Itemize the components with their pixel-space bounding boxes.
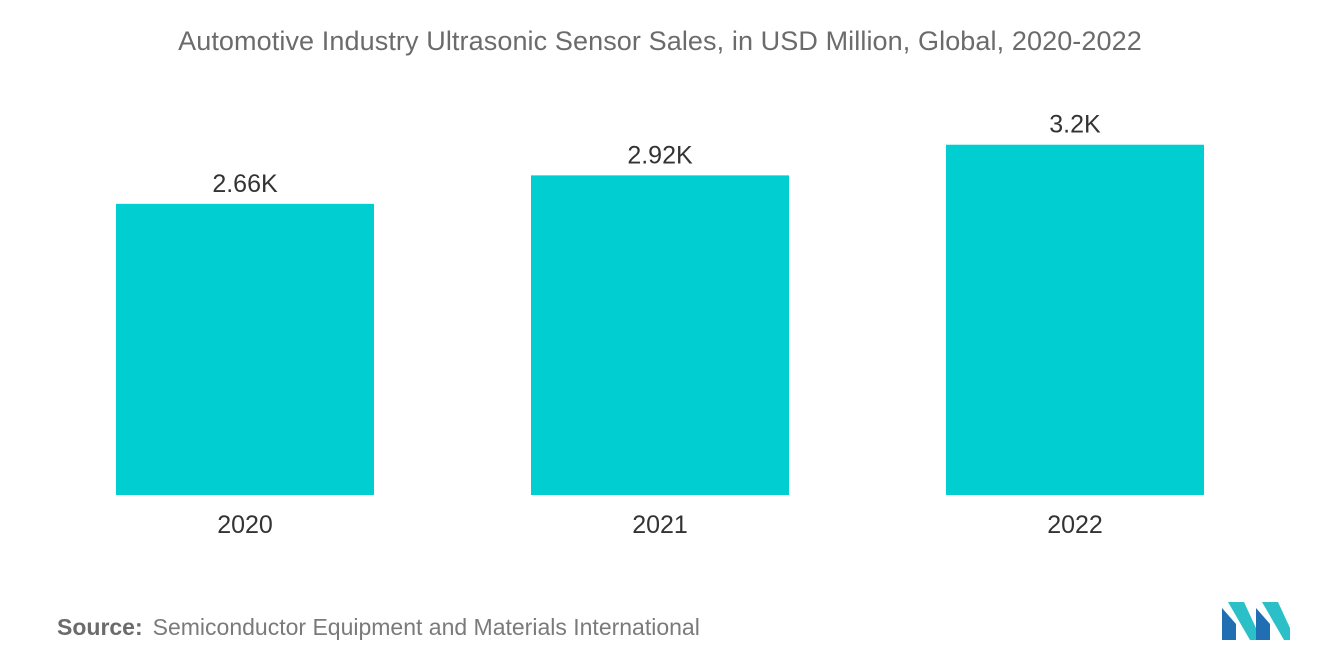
bar-2022: [946, 144, 1204, 495]
data-label-2021: 2.92K: [627, 141, 693, 169]
source-label: Source:: [57, 614, 143, 640]
logo-shape-mid-left: [1228, 602, 1256, 640]
source-text: Semiconductor Equipment and Materials In…: [152, 614, 700, 640]
logo-shape-mid-right: [1256, 608, 1270, 640]
data-label-2022: 3.2K: [1049, 111, 1101, 139]
x-tick-label-2020: 2020: [217, 511, 273, 539]
source-note: Source: Semiconductor Equipment and Mater…: [57, 614, 700, 641]
logo-shape-right: [1262, 602, 1290, 640]
chart-title: Automotive Industry Ultrasonic Sensor Sa…: [178, 26, 1142, 56]
logo-shape-left: [1222, 608, 1236, 640]
bar-2020: [116, 203, 374, 496]
data-label-2020: 2.66K: [212, 170, 278, 198]
x-tick-label-2022: 2022: [1047, 511, 1103, 539]
mordor-intelligence-logo-icon: [1222, 602, 1290, 640]
bar-2021: [531, 175, 789, 496]
x-tick-label-2021: 2021: [632, 511, 688, 539]
